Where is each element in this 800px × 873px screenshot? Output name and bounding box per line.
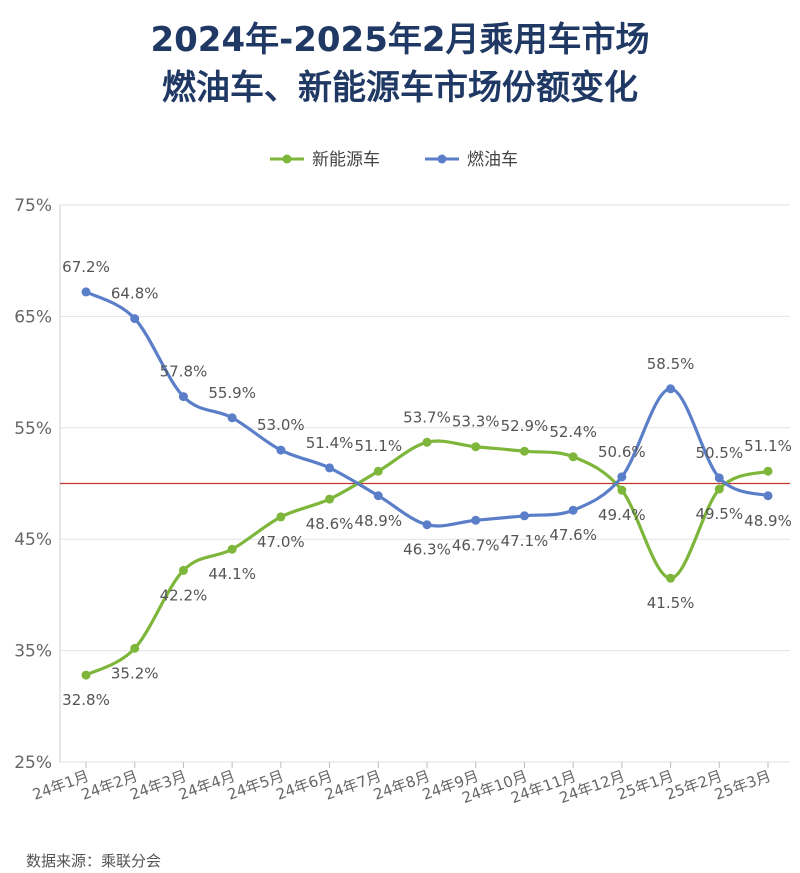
data-label-ice: 57.8%: [160, 363, 208, 381]
chart-title-line2: 燃油车、新能源车市场份额变化: [162, 68, 638, 108]
data-point-nev: [617, 485, 627, 495]
data-label-ice: 46.3%: [403, 541, 451, 559]
data-label-nev: 52.9%: [501, 417, 549, 435]
data-point-ice: [422, 520, 432, 530]
data-point-ice: [227, 413, 237, 423]
legend-marker-nev: [282, 154, 292, 164]
data-point-nev: [714, 484, 724, 494]
data-point-ice: [178, 392, 188, 402]
data-label-ice: 48.9%: [744, 512, 792, 530]
data-label-nev: 48.6%: [306, 515, 354, 533]
data-label-ice: 58.5%: [647, 355, 695, 373]
data-point-nev: [471, 442, 481, 452]
data-point-ice: [373, 491, 383, 501]
y-tick-label: 55%: [14, 419, 52, 439]
data-label-ice: 67.2%: [62, 258, 110, 276]
y-tick-label: 75%: [14, 196, 52, 216]
data-label-nev: 49.4%: [598, 506, 646, 524]
y-tick-label: 65%: [14, 307, 52, 327]
data-label-ice: 47.1%: [501, 532, 549, 550]
data-label-nev: 53.3%: [452, 413, 500, 431]
data-point-nev: [178, 565, 188, 575]
data-point-ice: [130, 314, 140, 324]
y-tick-label: 25%: [14, 753, 52, 773]
data-point-nev: [373, 466, 383, 476]
data-label-ice: 46.7%: [452, 536, 500, 554]
data-point-nev: [325, 494, 335, 504]
data-point-ice: [666, 384, 676, 394]
data-label-ice: 53.0%: [257, 416, 305, 434]
y-tick-label: 45%: [14, 530, 52, 550]
data-point-ice: [763, 491, 773, 501]
data-source-note: 数据来源：乘联分会: [26, 852, 162, 870]
data-label-ice: 50.6%: [598, 443, 646, 461]
data-label-nev: 47.0%: [257, 533, 305, 551]
data-label-nev: 42.2%: [160, 586, 208, 604]
x-tick-label: 25年3月: [712, 767, 773, 804]
data-point-ice: [325, 463, 335, 473]
legend-label-nev: 新能源车: [312, 150, 380, 170]
data-label-ice: 64.8%: [111, 285, 159, 303]
data-point-ice: [714, 473, 724, 483]
data-label-nev: 32.8%: [62, 691, 110, 709]
data-point-nev: [130, 643, 140, 653]
data-label-nev: 51.1%: [354, 437, 402, 455]
data-label-nev: 52.4%: [549, 423, 597, 441]
data-point-ice: [81, 287, 91, 297]
data-point-nev: [422, 437, 432, 447]
data-label-nev: 44.1%: [208, 565, 256, 583]
legend-marker-ice: [437, 154, 447, 164]
data-point-nev: [227, 544, 237, 554]
data-label-ice: 51.4%: [306, 434, 354, 452]
chart-title-line1: 2024年-2025年2月乘用车市场: [150, 20, 650, 60]
data-point-ice: [519, 511, 529, 521]
y-tick-label: 35%: [14, 642, 52, 662]
data-point-nev: [568, 452, 578, 462]
legend-label-ice: 燃油车: [467, 150, 518, 170]
data-point-ice: [276, 445, 286, 455]
data-point-nev: [666, 573, 676, 583]
data-label-nev: 41.5%: [647, 594, 695, 612]
data-point-nev: [81, 670, 91, 680]
data-point-ice: [617, 472, 627, 482]
data-label-ice: 50.5%: [695, 444, 743, 462]
data-label-ice: 55.9%: [208, 384, 256, 402]
data-label-nev: 35.2%: [111, 664, 159, 682]
data-label-nev: 49.5%: [695, 505, 743, 523]
data-label-nev: 51.1%: [744, 437, 792, 455]
data-point-ice: [471, 515, 481, 525]
data-label-ice: 47.6%: [549, 526, 597, 544]
data-label-nev: 53.7%: [403, 408, 451, 426]
data-point-nev: [519, 446, 529, 456]
data-point-nev: [276, 512, 286, 522]
data-point-nev: [763, 466, 773, 476]
data-point-ice: [568, 505, 578, 515]
data-label-ice: 48.9%: [354, 512, 402, 530]
